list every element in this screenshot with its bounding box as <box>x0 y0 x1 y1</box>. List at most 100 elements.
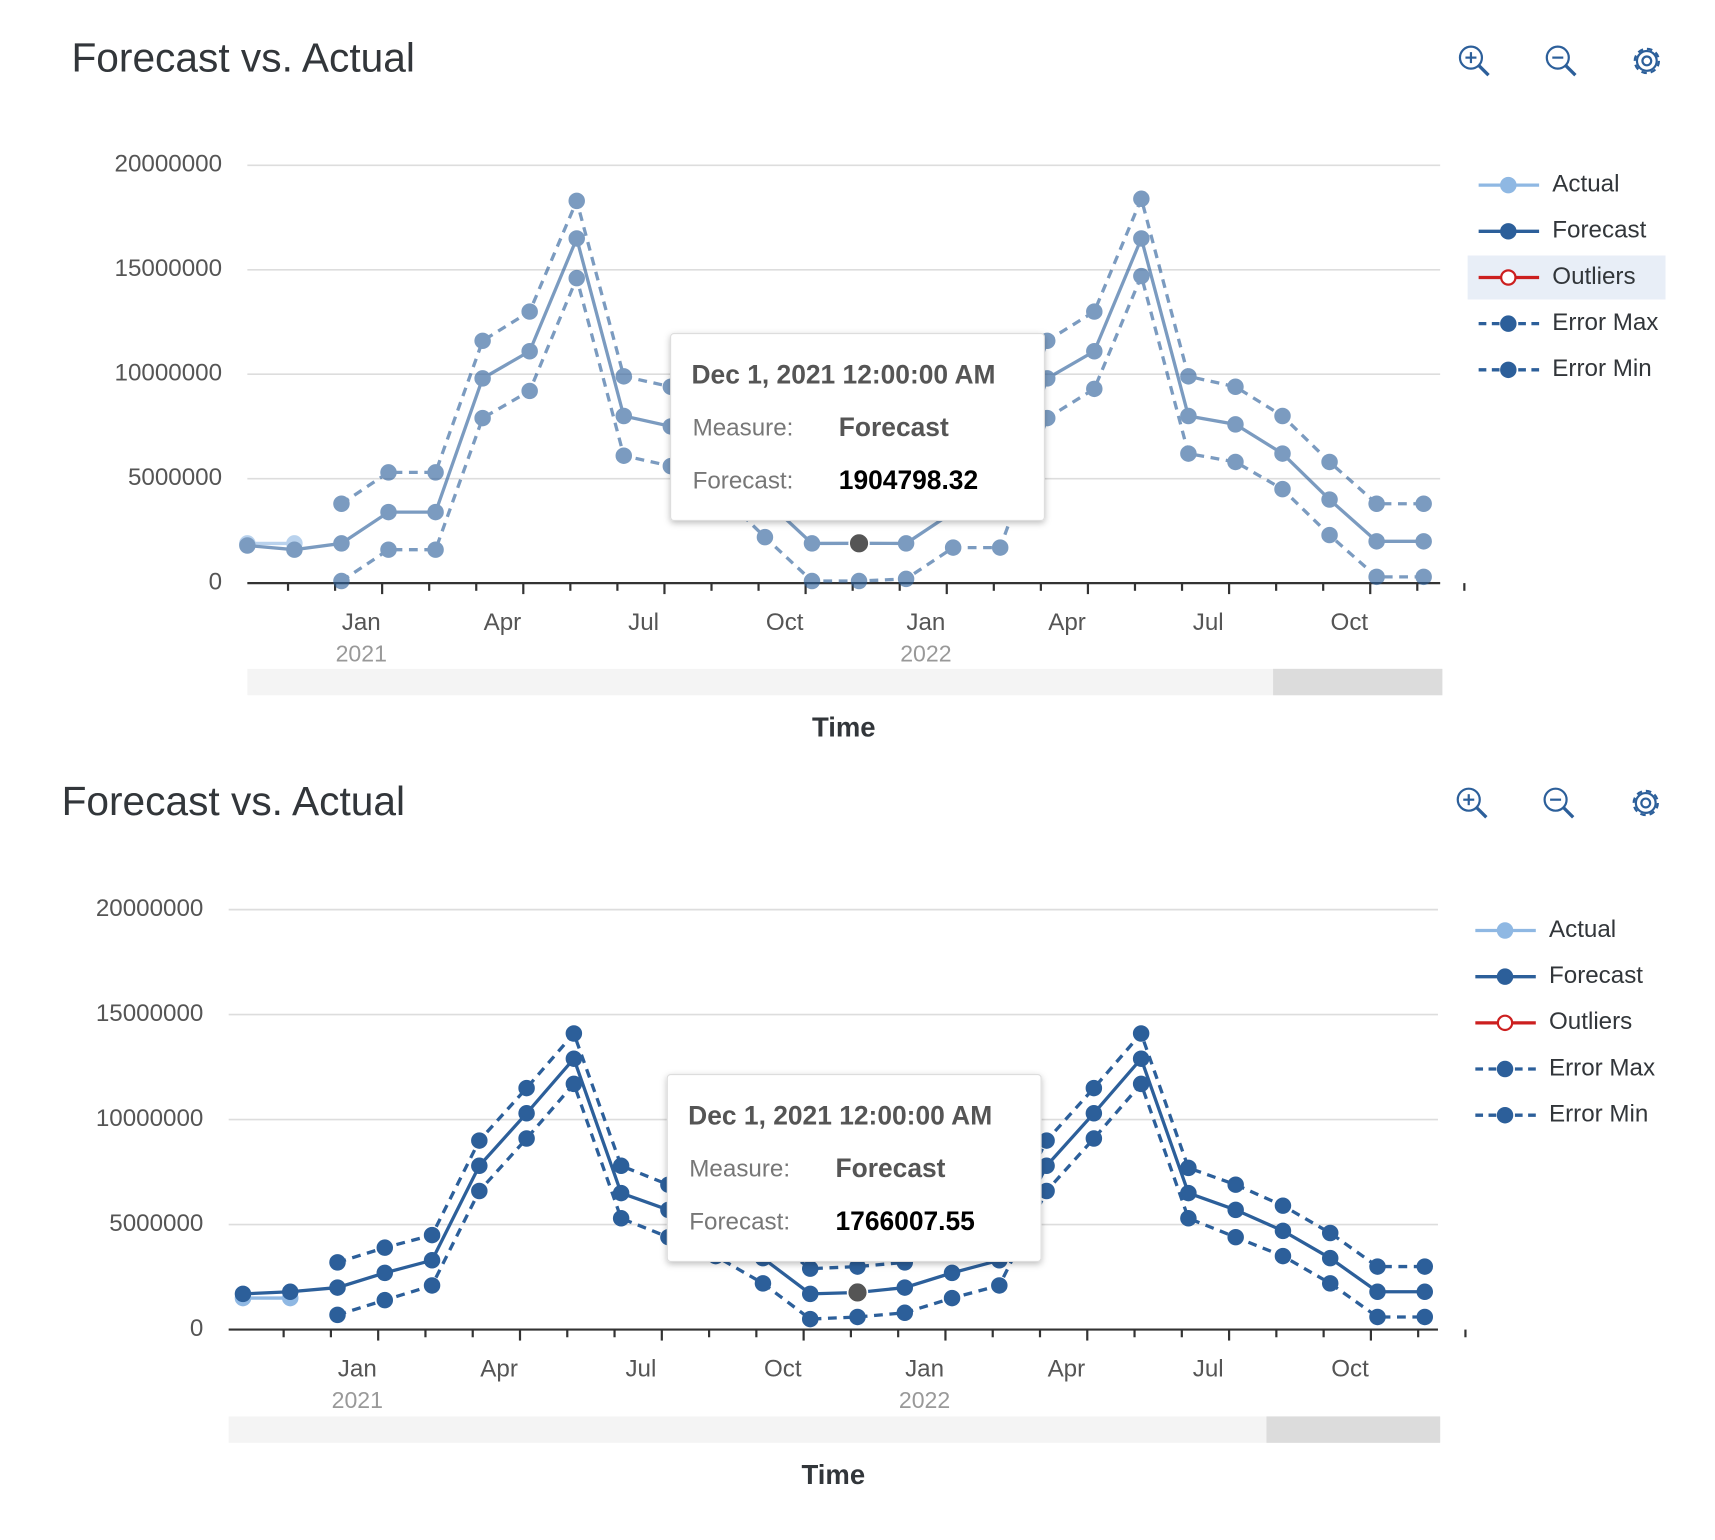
data-point <box>423 1277 441 1294</box>
data-point <box>1227 1228 1244 1246</box>
x-tick-label: Jul <box>625 1356 656 1383</box>
data-point <box>1133 230 1150 247</box>
data-point <box>333 495 350 512</box>
y-tick-label: 15000000 <box>115 255 223 282</box>
tooltip: Dec 1, 2021 12:00:00 AM Measure: Forecast F… <box>670 333 1045 521</box>
lens <box>1458 45 1484 70</box>
data-point <box>615 447 633 464</box>
y-tick-label: 0 <box>190 1315 203 1342</box>
legend-marker <box>1496 1106 1514 1124</box>
data-point <box>427 541 444 558</box>
data-point <box>329 1306 346 1324</box>
data-point <box>1368 495 1385 512</box>
scrollbar-track[interactable] <box>228 1416 1441 1443</box>
tooltip-value: 1766007.55 <box>836 1206 975 1236</box>
data-point <box>1415 495 1432 512</box>
data-point <box>521 343 538 360</box>
series-line <box>242 1055 1425 1296</box>
gear-ring <box>1633 47 1661 75</box>
data-point <box>1368 568 1385 586</box>
data-point <box>1227 1176 1244 1193</box>
x-tick-label: Oct <box>766 609 804 636</box>
data-point <box>1274 1247 1292 1265</box>
data-point <box>1085 1079 1103 1097</box>
series-line <box>337 1080 1425 1321</box>
data-point <box>333 535 350 552</box>
data-point <box>1321 453 1338 471</box>
data-point <box>1180 1210 1197 1227</box>
data-point <box>376 1264 394 1282</box>
zoom-in-button[interactable] <box>1456 787 1488 819</box>
legend-marker <box>1496 1014 1514 1032</box>
handle <box>1475 806 1488 819</box>
x-year-label: 2021 <box>332 1387 383 1413</box>
legend-item[interactable]: Error Max <box>1475 1054 1655 1081</box>
data-point <box>474 409 491 427</box>
tooltip-value: Forecast <box>836 1153 946 1183</box>
data-point <box>427 503 444 521</box>
settings-button[interactable] <box>1632 789 1659 817</box>
data-point <box>849 1308 866 1326</box>
data-point <box>1132 1050 1150 1067</box>
legend-item[interactable]: Forecast <box>1478 217 1647 244</box>
x-tick-label: Apr <box>484 609 522 636</box>
legend-marker <box>1500 223 1517 240</box>
tooltip-title: Dec 1, 2021 12:00:00 AM <box>691 359 995 389</box>
data-point <box>896 1279 914 1296</box>
data-point <box>1133 267 1150 285</box>
data-point <box>1416 1258 1434 1275</box>
data-point <box>1321 1224 1339 1242</box>
legend-item[interactable]: Outliers <box>1475 1008 1632 1035</box>
data-point <box>1227 416 1244 433</box>
legend-item[interactable]: Actual <box>1475 916 1616 943</box>
data-point <box>333 572 350 590</box>
data-point <box>1321 1275 1339 1292</box>
data-point <box>518 1105 535 1122</box>
zoom-in-button[interactable] <box>1458 45 1490 77</box>
legend-marker <box>1500 361 1517 379</box>
data-point <box>518 1130 535 1147</box>
gear-body <box>1634 791 1657 814</box>
legend-item[interactable]: Error Max <box>1478 309 1659 336</box>
scrollbar-thumb[interactable] <box>1273 668 1443 696</box>
gear-hole <box>1641 55 1653 67</box>
y-tick-label: 15000000 <box>96 1000 204 1027</box>
legend-item[interactable]: Outliers <box>1467 255 1666 300</box>
data-point <box>1085 1105 1103 1122</box>
legend-marker <box>1496 968 1514 985</box>
data-point <box>380 503 397 521</box>
data-point <box>1369 1258 1386 1275</box>
legend-item[interactable]: Error Min <box>1478 355 1652 382</box>
x-tick-label: Oct <box>1331 1356 1369 1383</box>
data-point <box>281 1283 299 1301</box>
x-tick-label: Jul <box>1193 1356 1224 1383</box>
legend-label: Forecast <box>1552 217 1646 244</box>
data-point <box>1227 1201 1244 1219</box>
scrollbar-track[interactable] <box>247 668 1443 696</box>
data-point <box>943 1289 961 1307</box>
data-point <box>1274 407 1291 425</box>
data-point <box>801 1285 819 1303</box>
legend-label: Outliers <box>1549 1008 1632 1035</box>
legend-item[interactable]: Actual <box>1478 171 1620 198</box>
x-tick-label: Apr <box>1048 1356 1086 1383</box>
data-point <box>1086 380 1103 398</box>
legend-item[interactable]: Forecast <box>1475 962 1643 989</box>
y-tick-label: 5000000 <box>109 1210 203 1237</box>
zoom-out-button[interactable] <box>1543 787 1575 819</box>
legend-label: Error Max <box>1552 309 1658 336</box>
settings-button[interactable] <box>1633 47 1661 75</box>
data-point <box>1321 1249 1339 1267</box>
zoom-out-button[interactable] <box>1545 45 1577 77</box>
data-point <box>1369 1283 1386 1301</box>
data-point <box>1369 1308 1386 1326</box>
legend-label: Error Min <box>1549 1101 1648 1128</box>
legend-item[interactable]: Error Min <box>1475 1101 1648 1128</box>
data-point <box>897 535 915 552</box>
x-tick-label: Jan <box>338 1356 377 1383</box>
x-axis-title: Time <box>812 712 876 743</box>
scrollbar-thumb[interactable] <box>1266 1416 1441 1443</box>
handle <box>1477 64 1490 77</box>
x-year-label: 2021 <box>336 641 387 667</box>
data-point <box>1368 533 1385 550</box>
